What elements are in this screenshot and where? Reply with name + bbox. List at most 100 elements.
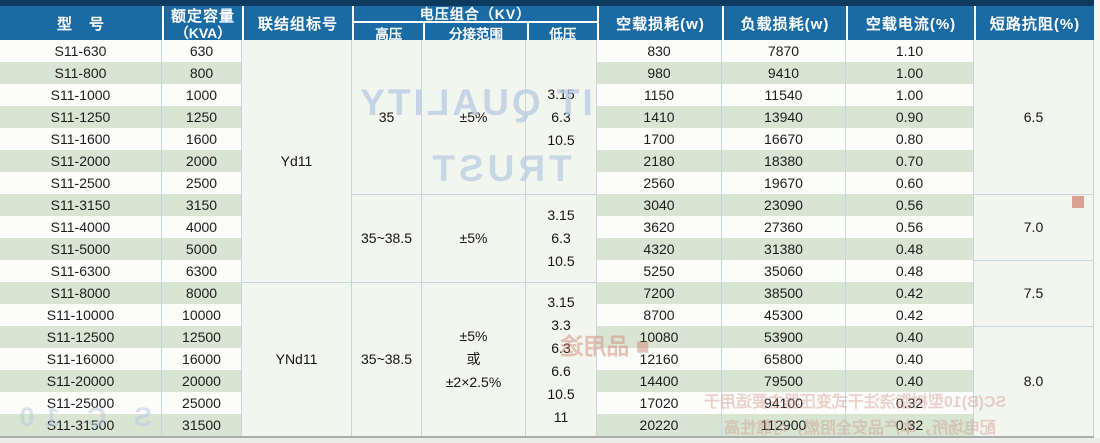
header-load-loss: 负载损耗(w) [722,6,846,43]
cell-p0: 17020 [597,392,722,414]
cell-p0: 8700 [597,304,722,326]
cell-pk: 11540 [722,84,846,106]
lv-cell-line: 6.6 [551,362,571,379]
hv-cell-line: 35~38.5 [361,351,412,367]
header-lv: 低压 [526,23,597,43]
table-top-accent-strip [0,0,1094,6]
hv-cell-line: 35 [378,108,395,125]
cell-model: S11-2000 [0,150,162,172]
lv-cell-line: 6.3 [551,339,571,356]
impedance-cell-line: 6.5 [1023,108,1044,125]
cell-pk: 27360 [722,216,846,238]
vector-group-cell: YNd11 [242,282,352,436]
lv-cell: 3.15 3.3 6.3 6.6 10.5 11 [526,282,597,436]
impedance-cell: 7.5 [974,260,1094,326]
cell-p0: 7200 [597,282,722,304]
tap-range-cell-line: ±5% [459,230,488,246]
cell-kva: 20000 [162,370,242,392]
cell-kva: 25000 [162,392,242,414]
header-vector-group: 联结组标号 [242,6,352,43]
cell-i0: 0.80 [846,128,974,150]
cell-p0: 20220 [597,414,722,436]
tap-range-cell-line: ±5% [459,108,488,125]
lv-cell-line: 11 [553,408,569,425]
impedance-cell: 8.0 [974,326,1094,436]
cell-i0: 0.56 [846,216,974,238]
cell-i0: 1.00 [846,84,974,106]
header-capacity-line1: 额定容量 [170,7,235,25]
cell-pk: 13940 [722,106,846,128]
cell-pk: 18380 [722,150,846,172]
lv-cell-line: 3.15 [547,293,575,310]
header-no-load-loss: 空载损耗(w) [597,6,722,43]
cell-kva: 31500 [162,414,242,436]
lv-cell-line: 6.3 [551,108,571,125]
cell-pk: 38500 [722,282,846,304]
cell-p0: 4320 [597,238,722,260]
cell-pk: 79500 [722,370,846,392]
cell-kva: 2000 [162,150,242,172]
impedance-cell-line: 7.0 [1023,219,1044,235]
cell-pk: 9410 [722,62,846,84]
cell-pk: 16670 [722,128,846,150]
vector-group-cell: Yd11 [242,40,352,282]
cell-i0: 0.42 [846,304,974,326]
cell-pk: 35060 [722,260,846,282]
tap-range-cell: ±5% [422,194,526,282]
cell-p0: 3040 [597,194,722,216]
header-no-load-current: 空载电流(%) [846,6,974,43]
lv-cell: 3.15 6.3 10.5 [526,40,597,194]
cell-i0: 0.56 [846,194,974,216]
cell-i0: 0.42 [846,282,974,304]
cell-model: S11-20000 [0,370,162,392]
cell-model: S11-6300 [0,260,162,282]
lv-cell-line: 3.3 [551,316,571,333]
cell-kva: 16000 [162,348,242,370]
vector-group-cell-line: Yd11 [280,152,313,169]
tap-range-cell: ±5% [422,40,526,194]
cell-model: S11-4000 [0,216,162,238]
cell-i0: 0.48 [846,260,974,282]
cell-kva: 10000 [162,304,242,326]
header-no-load-loss-label: 空载损耗(w) [616,15,705,33]
header-rated-capacity: 额定容量 （KVA） [162,6,242,43]
cell-pk: 65800 [722,348,846,370]
cell-model: S11-10000 [0,304,162,326]
cell-kva: 6300 [162,260,242,282]
header-load-loss-label: 负载损耗(w) [740,15,830,33]
cell-p0: 2180 [597,150,722,172]
cell-i0: 0.40 [846,348,974,370]
cell-model: S11-8000 [0,282,162,304]
impedance-cell-line: 8.0 [1023,373,1044,389]
cell-i0: 0.40 [846,326,974,348]
cell-i0: 1.10 [846,40,974,62]
lv-cell-line: 6.3 [551,230,571,246]
cell-kva: 5000 [162,238,242,260]
cell-p0: 10080 [597,326,722,348]
cell-i0: 0.60 [846,172,974,194]
header-no-load-current-label: 空载电流(%) [865,15,957,33]
cell-model: S11-25000 [0,392,162,414]
vector-group-cell-line: YNd11 [275,351,318,367]
lv-cell-line: 10.5 [547,253,575,269]
cell-p0: 830 [597,40,722,62]
cell-model: S11-1600 [0,128,162,150]
cell-i0: 0.70 [846,150,974,172]
cell-i0: 0.48 [846,238,974,260]
spec-table-header: 型 号 额定容量 （KVA） 联结组标号 电压组合（KV） 高压 分接范围 低压… [0,6,1094,43]
page-bottom-edge [0,438,1100,443]
cell-model: S11-1250 [0,106,162,128]
header-model-label: 型 号 [56,15,105,33]
cell-kva: 630 [162,40,242,62]
lv-cell: 3.15 6.3 10.5 [526,194,597,282]
header-impedance: 短路抗阻(%) [974,6,1094,43]
cell-pk: 31380 [722,238,846,260]
cell-pk: 7870 [722,40,846,62]
lv-cell-line: 3.15 [547,85,575,102]
cell-kva: 3150 [162,194,242,216]
cell-kva: 2500 [162,172,242,194]
cell-p0: 980 [597,62,722,84]
cell-i0: 0.40 [846,370,974,392]
cell-kva: 8000 [162,282,242,304]
